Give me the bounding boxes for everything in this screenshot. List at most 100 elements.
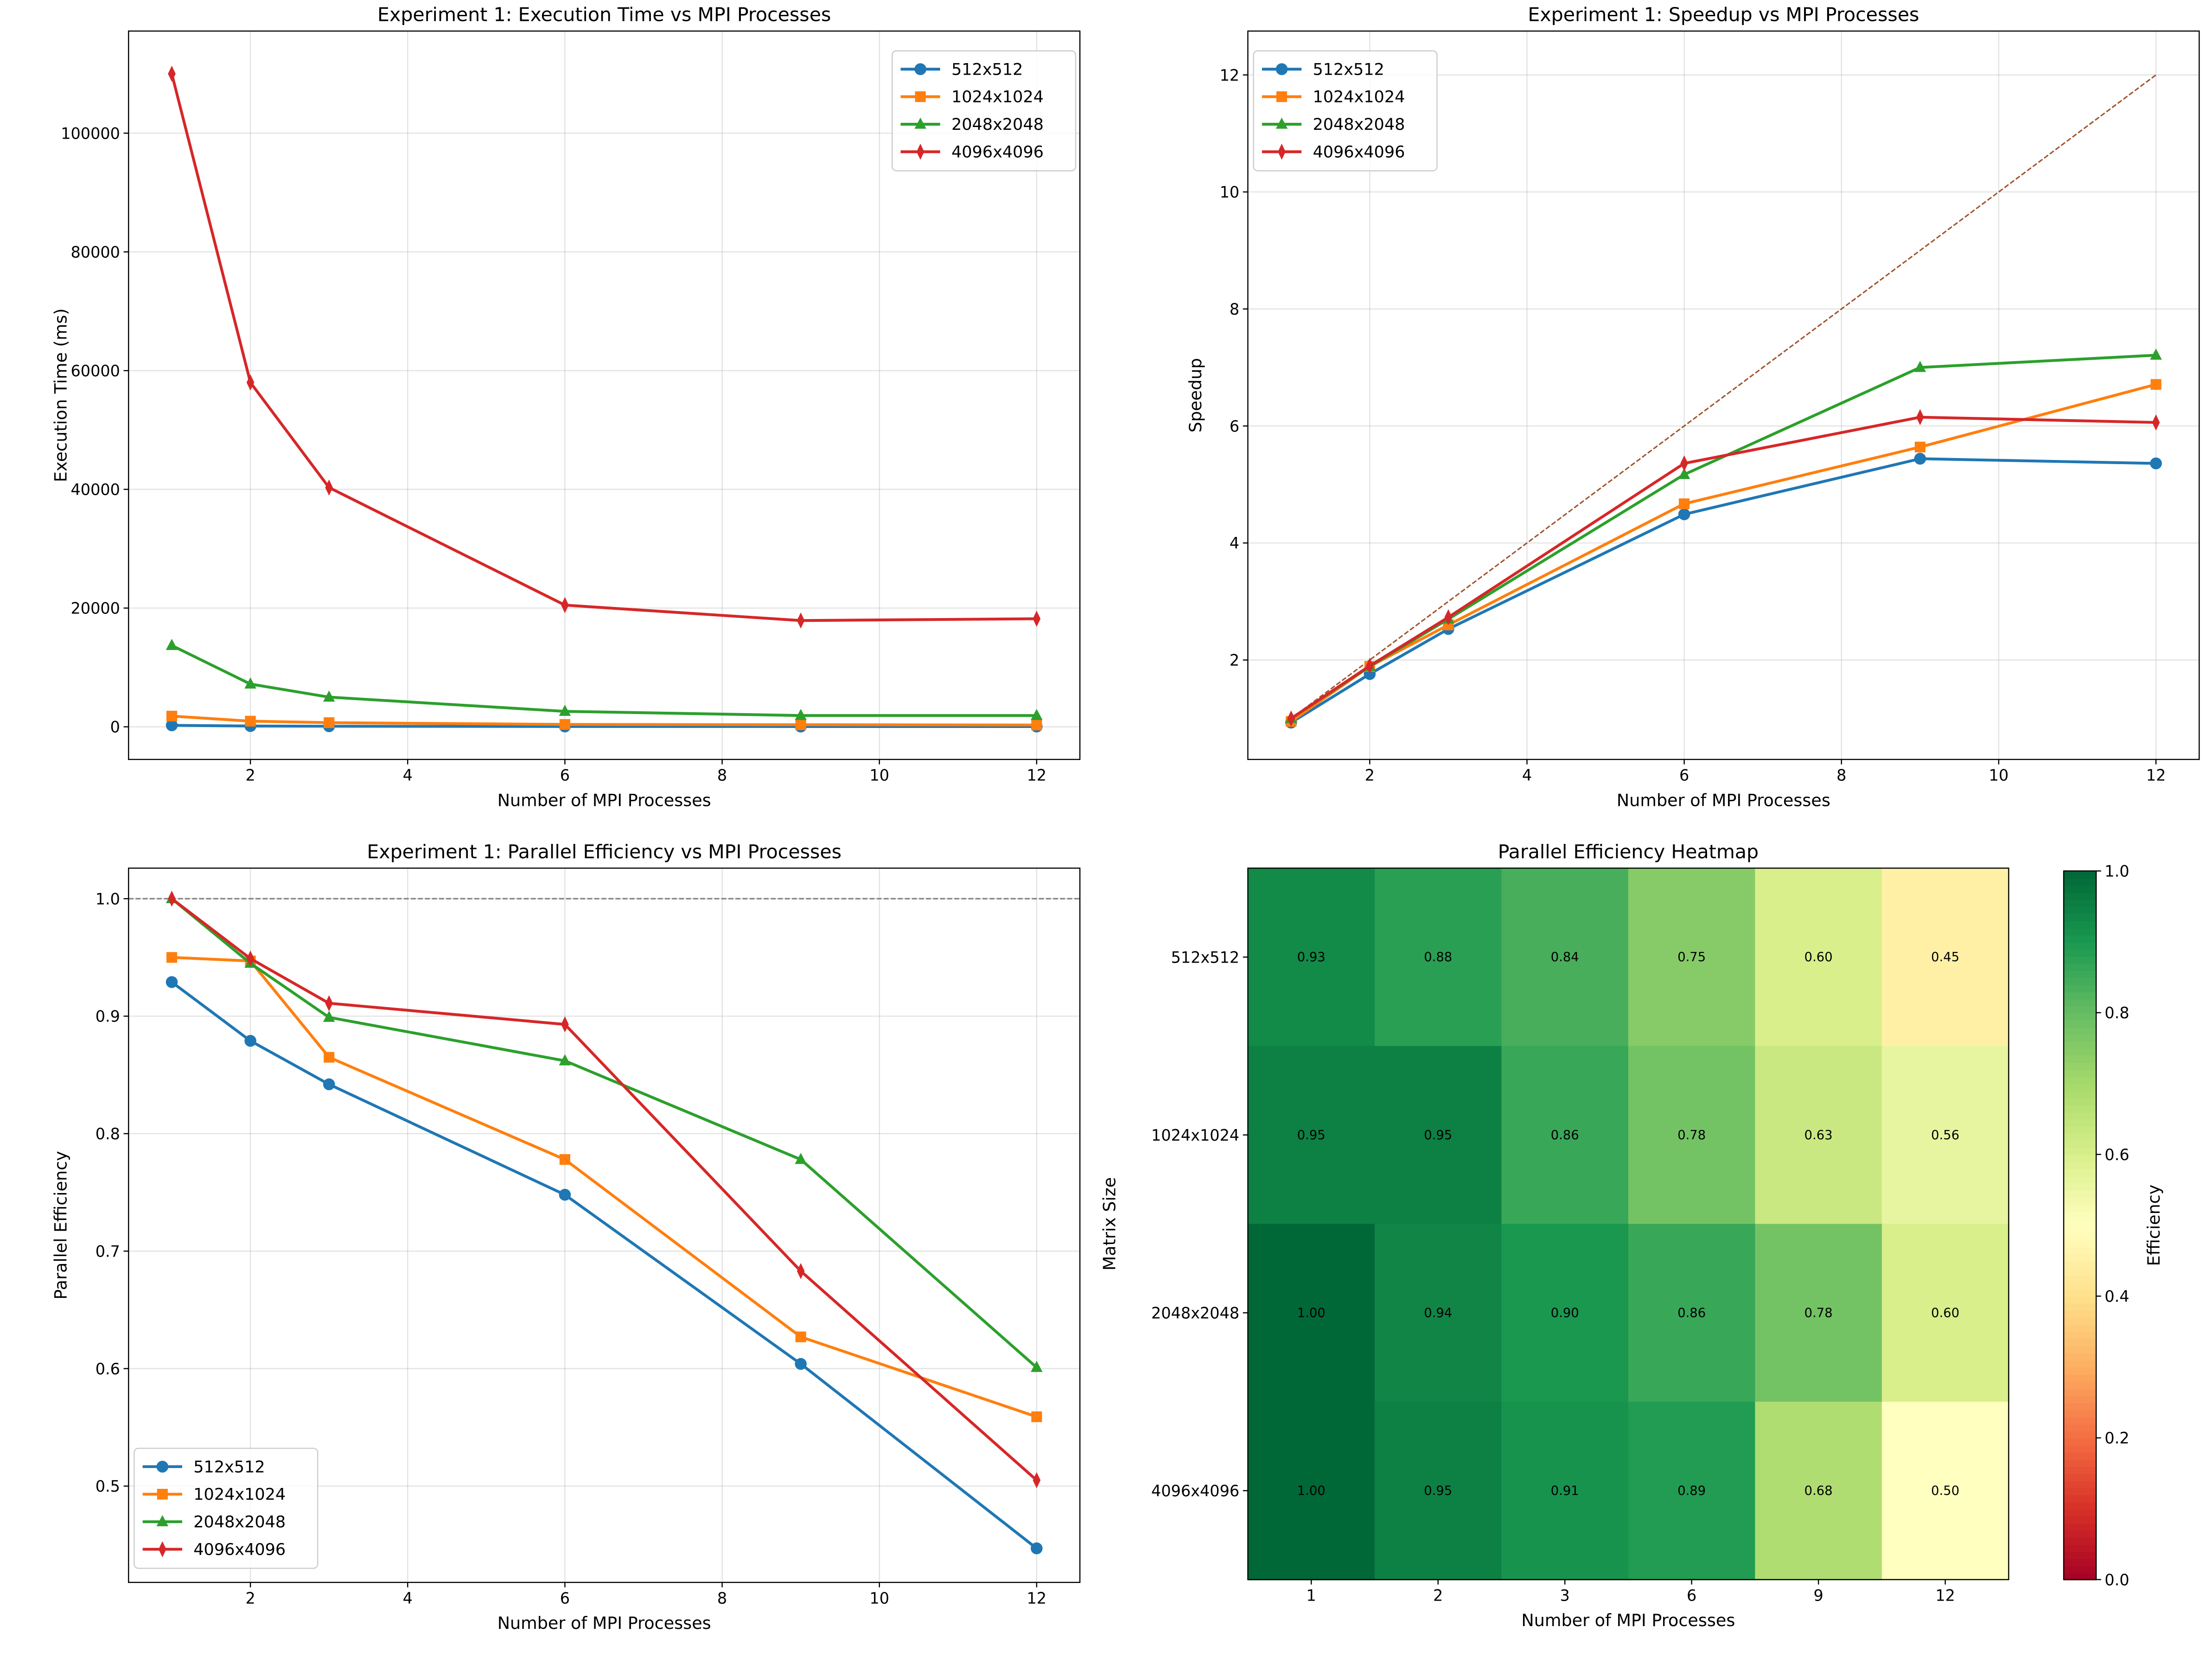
heatmap-cell [1755, 1402, 1883, 1581]
data-point-4096x4096 [168, 65, 176, 82]
colorbar-segment [2064, 1388, 2097, 1396]
colorbar-segment [2064, 1296, 2097, 1304]
colorbar-segment [2064, 1041, 2097, 1049]
heatmap-cell-label: 0.60 [1804, 950, 1833, 964]
data-point-4096x4096 [1680, 455, 1688, 472]
y-tick-label: 1.0 [96, 890, 120, 908]
y-axis-label: Parallel Efficiency [51, 1151, 70, 1300]
data-point-512x512 [2150, 457, 2162, 470]
colorbar-segment [2064, 1225, 2097, 1233]
colorbar-segment [2064, 1154, 2097, 1162]
legend-marker-2048x2048 [1275, 117, 1288, 129]
colorbar-segment [2064, 1175, 2097, 1184]
y-tick-label: 2 [1230, 651, 1239, 670]
colorbar-segment [2064, 1551, 2097, 1559]
colorbar-segment [2064, 1501, 2097, 1510]
y-tick-label: 12 [1220, 66, 1240, 84]
colorbar-tick-label: 0.8 [2104, 1004, 2129, 1022]
data-point-1024x1024 [559, 719, 570, 730]
data-point-1024x1024 [2150, 379, 2161, 390]
data-point-4096x4096 [1916, 409, 1924, 426]
heatmap-cell [1881, 1402, 2009, 1581]
data-point-4096x4096 [1033, 1472, 1041, 1488]
legend-marker-2048x2048 [914, 117, 926, 129]
colorbar-tick-label: 0.4 [2104, 1288, 2129, 1306]
y-tick-label: 2048x2048 [1151, 1304, 1239, 1322]
heatmap-cell [1628, 1046, 1756, 1225]
colorbar-segment [2064, 1218, 2097, 1226]
colorbar-segment [2064, 934, 2097, 943]
y-tick-label: 20000 [70, 600, 120, 618]
heatmap-cell [1374, 1046, 1502, 1225]
x-tick-label: 12 [1027, 1589, 1047, 1607]
data-point-2048x2048 [559, 704, 571, 716]
data-point-2048x2048 [244, 677, 256, 689]
data-point-4096x4096 [325, 995, 333, 1012]
legend-marker-512x512 [156, 1461, 169, 1473]
data-point-1024x1024 [324, 717, 335, 728]
colorbar-tick-label: 0.2 [2104, 1429, 2129, 1447]
heatmap-cell [1628, 1224, 1756, 1403]
colorbar-segment [2064, 1445, 2097, 1453]
colorbar-segment [2064, 1523, 2097, 1531]
colorbar-segment [2064, 1027, 2097, 1035]
colorbar-segment [2064, 1246, 2097, 1255]
colorbar-segment [2064, 1182, 2097, 1191]
data-point-512x512 [795, 1358, 807, 1370]
colorbar-segment [2064, 1034, 2097, 1042]
colorbar-segment [2064, 1516, 2097, 1524]
data-point-2048x2048 [1678, 468, 1690, 479]
colorbar-segment [2064, 1119, 2097, 1127]
data-point-512x512 [166, 976, 178, 988]
legend: 512x512 1024x1024 2048x2048 4096x4096 [892, 50, 1077, 172]
y-tick-label: 10 [1220, 183, 1240, 201]
y-axis-label: Matrix Size [1099, 1177, 1119, 1271]
colorbar-segment [2064, 1062, 2097, 1070]
y-tick-label: 8 [1230, 300, 1239, 318]
x-tick-label: 12 [2146, 766, 2166, 785]
chart-2: 2 4 6 8 10 12 2 4 6 8 10 12 Experiment 1: Speedup vs… [1186, 4, 2200, 810]
heatmap-cell [1501, 1046, 1629, 1225]
colorbar-segment [2064, 871, 2097, 879]
legend-label: 4096x4096 [951, 143, 1044, 161]
colorbar-segment [2064, 1480, 2097, 1488]
colorbar-segment [2064, 1020, 2097, 1028]
heatmap-cell [1755, 1224, 1883, 1403]
data-point-4096x4096 [797, 1263, 805, 1279]
heatmap-cell [1374, 1224, 1502, 1403]
legend-label: 1024x1024 [193, 1486, 286, 1504]
data-point-512x512 [323, 1078, 335, 1091]
colorbar-tick-label: 0.6 [2104, 1146, 2129, 1164]
heatmap-cell [1755, 868, 1883, 1047]
chart-3: 2 4 6 8 10 12 0.5 0.6 0.7 0.8 0.9 1.0 Experiment 1: … [51, 841, 1081, 1633]
heatmap-cell-label: 0.84 [1551, 950, 1579, 964]
heatmap-cell [1628, 868, 1756, 1047]
colorbar-segment [2064, 1317, 2097, 1326]
colorbar-segment [2064, 1438, 2097, 1446]
colorbar-segment [2064, 1091, 2097, 1098]
data-point-1024x1024 [1914, 441, 1925, 453]
heatmap-cell-label: 0.75 [1677, 950, 1706, 964]
colorbar-segment [2064, 1013, 2097, 1021]
legend-label: 4096x4096 [193, 1540, 286, 1559]
heatmap-cell [1248, 1402, 1376, 1581]
heatmap-cell [1501, 1402, 1629, 1581]
colorbar-segment [2064, 1211, 2097, 1219]
heatmap-cell [1501, 868, 1629, 1047]
x-tick-label: 2 [1365, 766, 1375, 785]
colorbar-segment [2064, 920, 2097, 929]
y-axis-label: Speedup [1186, 358, 1205, 433]
x-tick-label: 6 [1679, 766, 1689, 785]
data-point-4096x4096 [561, 597, 569, 613]
colorbar-segment [2064, 1367, 2097, 1375]
data-point-4096x4096 [246, 374, 255, 391]
heatmap-cell-label: 0.68 [1804, 1484, 1833, 1498]
heatmap-cell-label: 0.60 [1931, 1306, 1959, 1320]
data-point-512x512 [559, 1188, 571, 1201]
heatmap-cell-label: 0.90 [1551, 1306, 1579, 1320]
heatmap-cell [1248, 1224, 1376, 1403]
x-tick-label: 2 [245, 766, 255, 785]
data-point-4096x4096 [168, 890, 176, 907]
colorbar-segment [2064, 1126, 2097, 1134]
